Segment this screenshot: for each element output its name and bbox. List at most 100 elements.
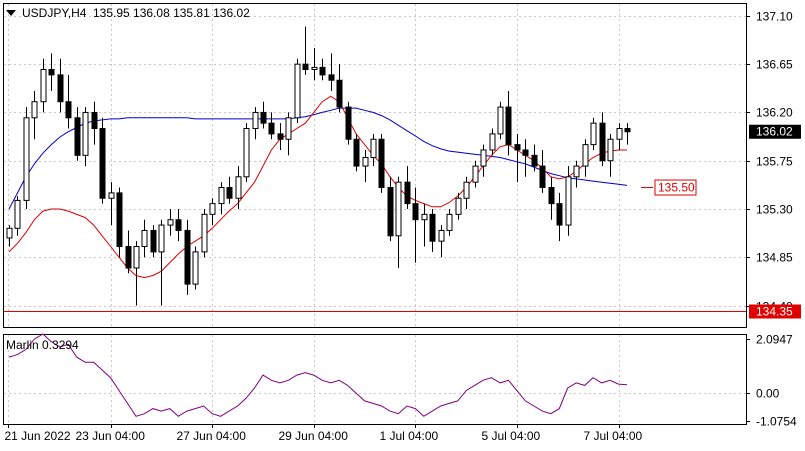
candle: [31, 90, 38, 140]
candle-body-bear: [345, 106, 352, 140]
candle: [370, 133, 377, 167]
candle: [497, 101, 504, 140]
candle: [590, 117, 597, 150]
candle-body-bear: [302, 63, 309, 71]
candle: [489, 128, 496, 156]
candle: [378, 133, 385, 193]
candle-body-bear: [378, 138, 385, 189]
candle: [57, 58, 64, 113]
candle: [175, 208, 182, 242]
marlin-line: [8, 333, 628, 417]
candle: [184, 219, 191, 295]
candle: [226, 176, 233, 204]
symbol-label: USDJPY,H4: [22, 6, 87, 20]
candle-body-bull: [607, 138, 614, 162]
candle: [539, 149, 546, 193]
grid: [4, 4, 746, 424]
candle-body-bull: [370, 138, 377, 158]
candle: [201, 208, 208, 258]
candle: [616, 123, 623, 150]
candle: [48, 53, 55, 91]
candle-body-bull: [480, 149, 487, 167]
candle: [446, 208, 453, 236]
candle: [6, 225, 13, 247]
candle: [158, 219, 165, 306]
candle: [319, 58, 326, 81]
candle: [412, 187, 419, 263]
candle: [294, 58, 301, 124]
ma-slow-line: [8, 107, 628, 210]
y-tick-label: 135.75: [756, 155, 793, 169]
dropdown-triangle-icon[interactable]: [6, 10, 16, 16]
candle: [362, 149, 369, 183]
candle-body-bear: [184, 229, 191, 285]
x-tick-label: 21 Jun 2022: [5, 429, 71, 443]
candle: [192, 246, 199, 290]
candle-body-bull: [582, 144, 589, 167]
candle-body-bear: [522, 149, 529, 156]
candle-body-bull: [489, 133, 496, 151]
candle: [505, 90, 512, 156]
candle: [116, 187, 123, 258]
candle-body-bull: [565, 176, 572, 226]
candle-body-bear: [505, 106, 512, 146]
candle-body-bull: [167, 219, 174, 226]
candle: [268, 112, 275, 140]
candle-body-bull: [455, 197, 462, 215]
candle-body-bull: [209, 203, 216, 215]
candle-body-bear: [556, 203, 563, 226]
candle-body-bear: [599, 122, 606, 162]
candle: [260, 101, 267, 129]
y-tick-label: 137.10: [756, 10, 793, 24]
candle: [582, 139, 589, 177]
indicator-label: Marlin 0.3294: [6, 338, 79, 352]
candle: [209, 198, 216, 226]
candle-body-bull: [6, 227, 13, 239]
candle: [125, 230, 132, 274]
current-price-box: [749, 124, 801, 139]
candle: [599, 112, 606, 167]
axes: 21 Jun 2022 23 Jun 04:00 27 Jun 04:00 29 Ju…: [5, 10, 801, 443]
candle: [252, 107, 259, 140]
x-tick-label: 7 Jul 04:00: [584, 429, 643, 443]
candle-body-bull: [40, 69, 47, 103]
osc-tick-label: 2.0947: [756, 333, 793, 347]
candle-body-bull: [463, 181, 470, 199]
candle-body-bull: [294, 63, 301, 119]
candle: [565, 166, 572, 236]
candle: [91, 101, 98, 145]
candle-body-bull: [201, 213, 208, 253]
candle-body-bull: [141, 229, 148, 248]
candle: [311, 48, 318, 81]
y-tick-label: 134.85: [756, 251, 793, 265]
candle: [167, 208, 174, 236]
support-price-box: [749, 304, 801, 319]
candle: [336, 64, 343, 113]
y-tick-label: 136.65: [756, 58, 793, 72]
candle-body-bull: [218, 187, 225, 205]
candle: [480, 144, 487, 177]
candle-body-bear: [539, 165, 546, 189]
candle-body-bull: [23, 117, 30, 201]
candle: [514, 133, 521, 183]
candle-body-bull: [421, 213, 428, 221]
candle: [387, 176, 394, 242]
candle-body-bear: [404, 181, 411, 205]
candle-body-bear: [150, 229, 157, 253]
candle-body-bear: [74, 117, 81, 156]
osc-tick-label: 0.00: [756, 387, 780, 401]
candle-body-bull: [285, 117, 292, 140]
candle: [573, 160, 580, 188]
candle-body-bear: [116, 192, 123, 248]
candle-body-bear: [531, 154, 538, 167]
candle: [345, 101, 352, 145]
candle-body-bear: [226, 187, 233, 199]
candle-body-bear: [319, 66, 326, 76]
candle-body-bull: [497, 106, 504, 135]
oscillator: [8, 333, 628, 417]
candle: [74, 107, 81, 161]
candle-body-bear: [260, 111, 267, 124]
candle: [82, 107, 89, 167]
